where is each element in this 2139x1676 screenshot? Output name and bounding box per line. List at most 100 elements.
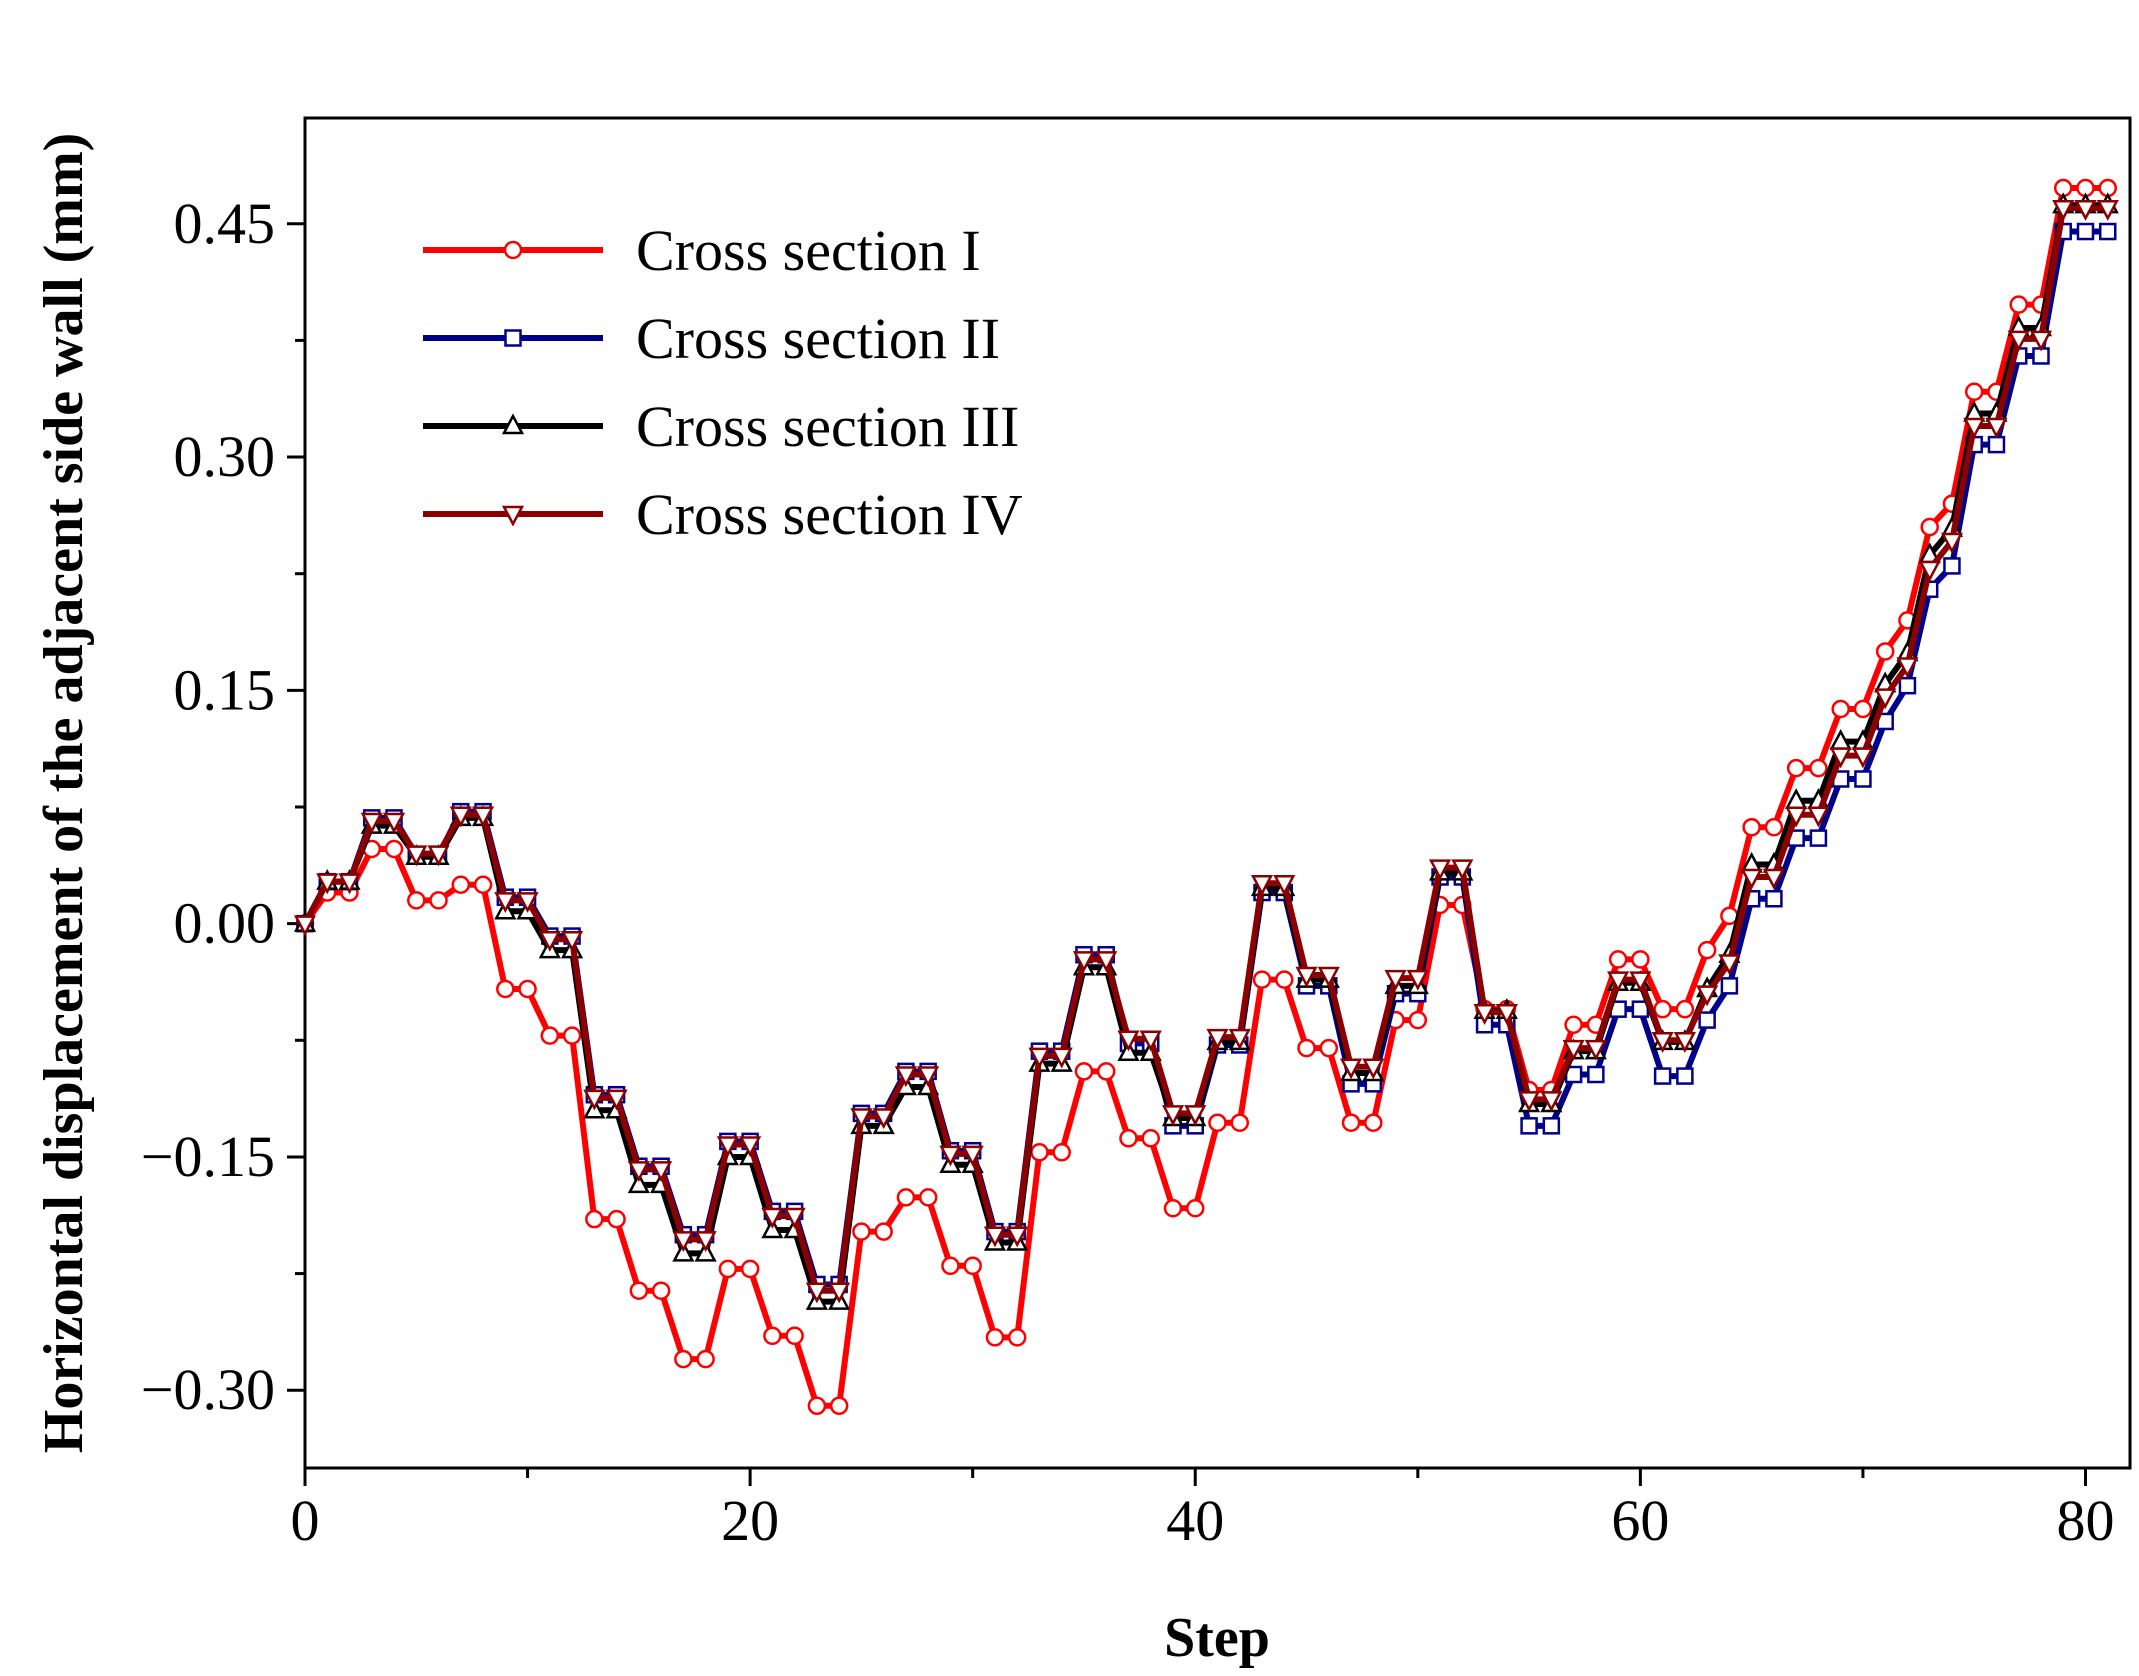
data-point	[961, 1145, 984, 1167]
data-point	[674, 1349, 693, 1369]
data-point	[1742, 817, 1761, 837]
data-point	[1874, 688, 1897, 710]
x-tick-label: 0	[291, 1488, 320, 1553]
data-point	[2052, 199, 2075, 221]
data-point	[1673, 1032, 1696, 1053]
data-point	[716, 1136, 739, 1158]
data-point	[471, 806, 495, 828]
data-point	[1228, 1028, 1251, 1050]
data-point	[1562, 1039, 1585, 1061]
data-point	[918, 1188, 938, 1207]
data-point	[1631, 950, 1650, 969]
data-point	[1587, 1065, 1605, 1084]
data-point	[1295, 966, 1318, 988]
data-point	[1428, 859, 1452, 881]
legend-marker	[501, 505, 525, 527]
data-point	[1854, 770, 1872, 788]
data-point	[1920, 517, 1939, 537]
data-point	[627, 1172, 650, 1194]
data-point	[1540, 1091, 1563, 1113]
legend-marker	[504, 329, 522, 347]
legend-label: Cross section IV	[636, 482, 1023, 547]
y-tick-label: −0.15	[141, 1124, 275, 1189]
data-point	[1740, 868, 1763, 890]
series-line	[302, 184, 2108, 1409]
data-point	[1364, 1113, 1383, 1132]
legend-label: Cross section II	[636, 306, 1000, 371]
data-point	[783, 1207, 806, 1229]
data-point	[407, 891, 426, 910]
series-line	[302, 205, 2108, 1294]
data-point	[1696, 985, 1719, 1007]
data-point	[807, 1396, 827, 1416]
data-point	[1809, 758, 1828, 778]
data-point	[1608, 950, 1628, 969]
data-point	[1675, 999, 1695, 1019]
series-4	[293, 199, 2119, 1304]
data-point	[1096, 1062, 1116, 1081]
data-point	[1072, 951, 1096, 973]
data-point	[983, 1226, 1007, 1248]
legend-label: Cross section III	[636, 394, 1019, 459]
data-point	[1896, 657, 1919, 679]
data-point	[2007, 330, 2030, 352]
data-point	[1117, 1030, 1140, 1052]
data-point	[1006, 1226, 1029, 1248]
data-point	[1028, 1047, 1051, 1069]
data-point	[1629, 971, 1652, 993]
data-point	[1139, 1030, 1162, 1052]
data-point	[338, 873, 361, 895]
data-point	[607, 1209, 626, 1229]
data-point	[1297, 1038, 1316, 1058]
y-axis-title: Horizontal displacement of the adjacent …	[33, 133, 95, 1453]
data-point	[874, 1222, 893, 1241]
data-point	[1940, 532, 1964, 554]
data-point	[1317, 966, 1340, 988]
data-point	[1918, 560, 1941, 582]
data-point	[1030, 1143, 1049, 1162]
data-point	[1495, 1004, 1518, 1025]
data-point	[1765, 890, 1783, 908]
data-point	[1052, 1143, 1071, 1162]
data-point	[427, 845, 450, 867]
data-point	[1119, 1129, 1138, 1148]
data-point	[763, 1326, 782, 1346]
legend-label: Cross section I	[636, 218, 981, 283]
data-point	[1518, 1091, 1541, 1113]
data-point	[360, 812, 383, 834]
data-point	[1184, 1105, 1207, 1127]
data-point	[696, 1349, 715, 1369]
data-point	[1718, 954, 1741, 976]
data-point	[449, 806, 472, 828]
data-point	[1987, 435, 2006, 454]
data-point	[1406, 969, 1429, 991]
data-point	[1206, 1028, 1229, 1050]
data-point	[985, 1328, 1005, 1347]
data-point	[1230, 1113, 1250, 1132]
data-point	[1007, 1328, 1027, 1347]
legend-marker	[501, 413, 525, 435]
data-point	[963, 1256, 982, 1276]
data-point	[1542, 1117, 1561, 1135]
data-point	[1762, 868, 1785, 890]
data-point	[941, 1256, 960, 1276]
data-point	[894, 1066, 917, 1088]
data-point	[2076, 222, 2095, 241]
data-point	[1785, 806, 1808, 828]
data-point	[1964, 382, 1984, 401]
data-point	[382, 812, 406, 834]
data-point	[560, 930, 584, 952]
x-tick-label: 60	[1611, 1488, 1669, 1553]
data-point	[384, 839, 404, 859]
data-point	[1829, 747, 1852, 769]
data-point	[651, 1281, 671, 1300]
data-point	[1095, 951, 1118, 973]
data-point	[1275, 970, 1294, 989]
data-point	[1185, 1199, 1205, 1218]
data-point	[473, 875, 493, 895]
data-point	[1362, 1058, 1385, 1080]
data-point	[1339, 1058, 1363, 1080]
data-point	[405, 845, 428, 867]
data-point	[1963, 417, 1986, 439]
y-tick-label: 0.45	[174, 191, 276, 256]
